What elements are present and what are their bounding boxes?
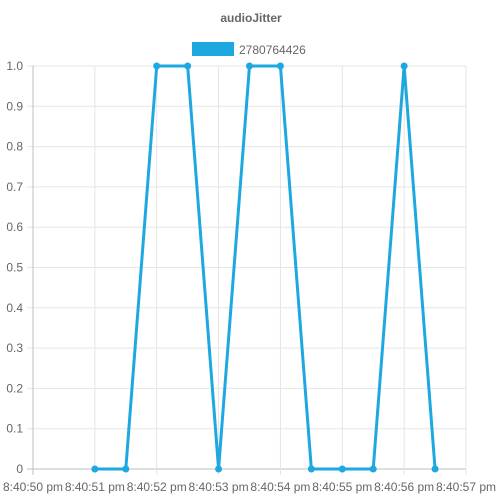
data-point [215, 465, 223, 473]
y-tick-label: 0.3 [6, 341, 23, 355]
series-line [94, 64, 437, 471]
y-tick-label: 0.7 [6, 180, 23, 194]
y-tick-label: 0.2 [6, 381, 23, 395]
data-point [91, 465, 99, 473]
data-point [153, 62, 161, 70]
series-layer [91, 62, 439, 473]
y-tick-label: 0.1 [6, 422, 23, 436]
y-tick-label: 1.0 [6, 59, 23, 73]
legend[interactable]: 2780764426 [192, 42, 306, 57]
data-point [307, 465, 315, 473]
data-point [276, 62, 284, 70]
x-tick-label: 8:40:57 pm [436, 480, 496, 494]
x-tick-label: 8:40:50 pm [3, 480, 63, 494]
y-tick-label: 0.8 [6, 140, 23, 154]
x-tick-label: 8:40:54 pm [250, 480, 310, 494]
x-tick-label: 8:40:55 pm [312, 480, 372, 494]
data-point [369, 465, 377, 473]
data-point [184, 62, 192, 70]
grid [27, 65, 467, 475]
chart-title: audioJitter [220, 11, 282, 25]
axes: 0 0.1 0.2 0.3 0.4 0.5 0.6 0.7 0.8 0.9 1.0 8:40:50 p… [3, 59, 496, 494]
y-tick-label: 0 [16, 462, 23, 476]
y-tick-label: 0.9 [6, 99, 23, 113]
legend-label: 2780764426 [239, 43, 306, 57]
y-tick-label: 0.6 [6, 220, 23, 234]
legend-swatch [192, 42, 234, 56]
y-tick-label: 0.4 [6, 301, 23, 315]
x-tick-label: 8:40:56 pm [374, 480, 434, 494]
data-point [246, 62, 253, 70]
data-point [122, 465, 130, 473]
x-tick-label: 8:40:51 pm [65, 480, 125, 494]
y-tick-label: 0.5 [6, 261, 23, 275]
x-tick-label: 8:40:52 pm [127, 480, 187, 494]
data-point [338, 465, 346, 473]
x-tick-label: 8:40:53 pm [189, 480, 249, 494]
data-point [400, 62, 408, 70]
data-point [431, 465, 439, 473]
